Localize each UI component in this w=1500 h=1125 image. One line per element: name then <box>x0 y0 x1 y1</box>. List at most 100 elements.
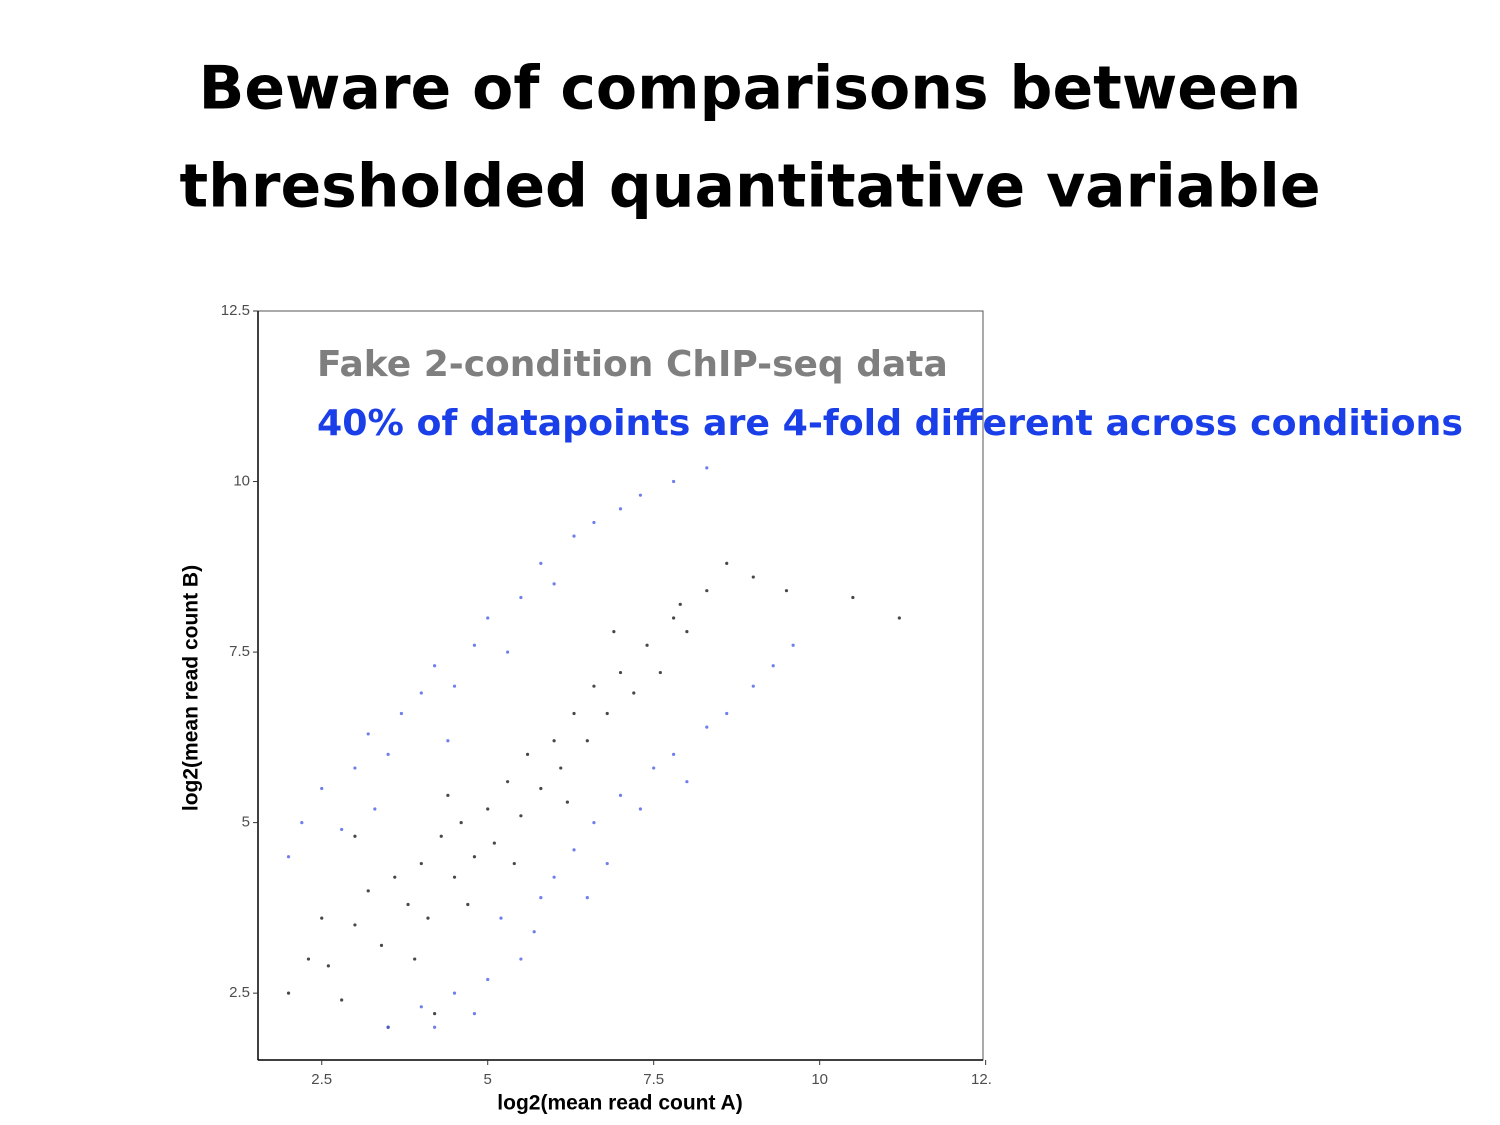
point <box>486 807 490 811</box>
point <box>784 589 789 593</box>
point <box>612 630 616 634</box>
point <box>751 684 755 688</box>
point <box>539 896 543 900</box>
point <box>771 664 775 668</box>
point <box>300 821 304 825</box>
point <box>399 711 404 716</box>
point <box>446 739 450 743</box>
point <box>472 643 477 647</box>
point <box>605 711 609 716</box>
point <box>379 943 384 947</box>
point <box>419 691 423 695</box>
point <box>725 711 729 716</box>
annotation: 40% of datapoints are 4-fold different a… <box>317 403 1463 444</box>
point <box>897 616 901 620</box>
plot: 2.5 5 7.5 10 12.5 2.5 5 7.5 10 12.5 <box>221 302 1000 1088</box>
point <box>725 561 729 565</box>
point <box>386 752 390 756</box>
point <box>426 916 430 920</box>
point <box>486 616 490 620</box>
point <box>439 834 443 838</box>
point <box>618 670 623 675</box>
point <box>340 827 344 832</box>
point <box>353 834 357 838</box>
x-axis-label: log2(mean read count A) <box>497 1092 742 1115</box>
y-tick-label: 2.5 <box>229 984 250 1001</box>
point <box>705 589 709 593</box>
point <box>572 848 576 852</box>
point <box>678 602 682 606</box>
point <box>539 561 543 565</box>
slide-title: Beware of comparisons between <box>199 54 1302 124</box>
point <box>652 766 656 770</box>
point <box>286 991 291 995</box>
point <box>592 684 596 688</box>
point <box>685 780 689 784</box>
point <box>519 957 523 961</box>
point <box>791 643 795 647</box>
point <box>306 957 311 961</box>
point <box>705 725 709 729</box>
point <box>592 821 596 825</box>
point <box>638 807 643 811</box>
x-tick-label: 5 <box>484 1071 492 1088</box>
point <box>672 752 676 756</box>
point <box>286 855 291 859</box>
point <box>472 1012 477 1016</box>
point <box>472 855 477 859</box>
point <box>565 800 569 804</box>
point <box>506 650 510 654</box>
point <box>592 520 596 525</box>
point <box>605 861 609 866</box>
point <box>393 875 397 879</box>
x-tick-label: 2.5 <box>311 1071 332 1088</box>
y-tick-label: 10 <box>233 473 250 490</box>
point <box>419 861 423 866</box>
point <box>419 1005 423 1009</box>
point <box>585 739 589 743</box>
point <box>552 875 556 879</box>
point <box>532 930 536 934</box>
point <box>413 957 417 961</box>
point <box>552 739 556 743</box>
point <box>452 875 457 879</box>
point <box>672 616 676 620</box>
point <box>572 711 576 716</box>
point <box>366 889 370 893</box>
y-tick-label: 7.5 <box>229 643 250 660</box>
point <box>406 902 410 907</box>
point <box>353 923 357 927</box>
point <box>645 643 649 647</box>
slide-title: thresholded quantitative variable <box>179 152 1320 222</box>
point <box>552 582 556 586</box>
x-tick-label: 12.5 <box>971 1071 1000 1088</box>
point <box>340 998 344 1002</box>
y-axis-label: log2(mean read count B) <box>180 565 203 811</box>
point <box>320 916 324 920</box>
point <box>512 861 516 866</box>
point <box>658 670 662 675</box>
point <box>486 977 490 982</box>
x-tick-label: 10 <box>811 1071 828 1088</box>
point <box>506 780 510 784</box>
point <box>519 814 523 818</box>
point <box>539 786 543 791</box>
y-tick-label: 12.5 <box>221 302 250 319</box>
point <box>433 1012 437 1016</box>
point <box>320 786 324 791</box>
point <box>459 821 463 825</box>
point <box>452 991 457 995</box>
point <box>638 493 643 497</box>
point <box>751 575 755 579</box>
point <box>519 595 523 600</box>
x-tick-label: 7.5 <box>643 1071 664 1088</box>
point <box>452 684 457 688</box>
y-tick-label: 5 <box>242 814 250 831</box>
point <box>685 630 689 634</box>
point <box>585 896 589 900</box>
point <box>618 793 623 797</box>
point <box>373 807 377 811</box>
point <box>851 595 855 600</box>
point <box>705 466 709 470</box>
